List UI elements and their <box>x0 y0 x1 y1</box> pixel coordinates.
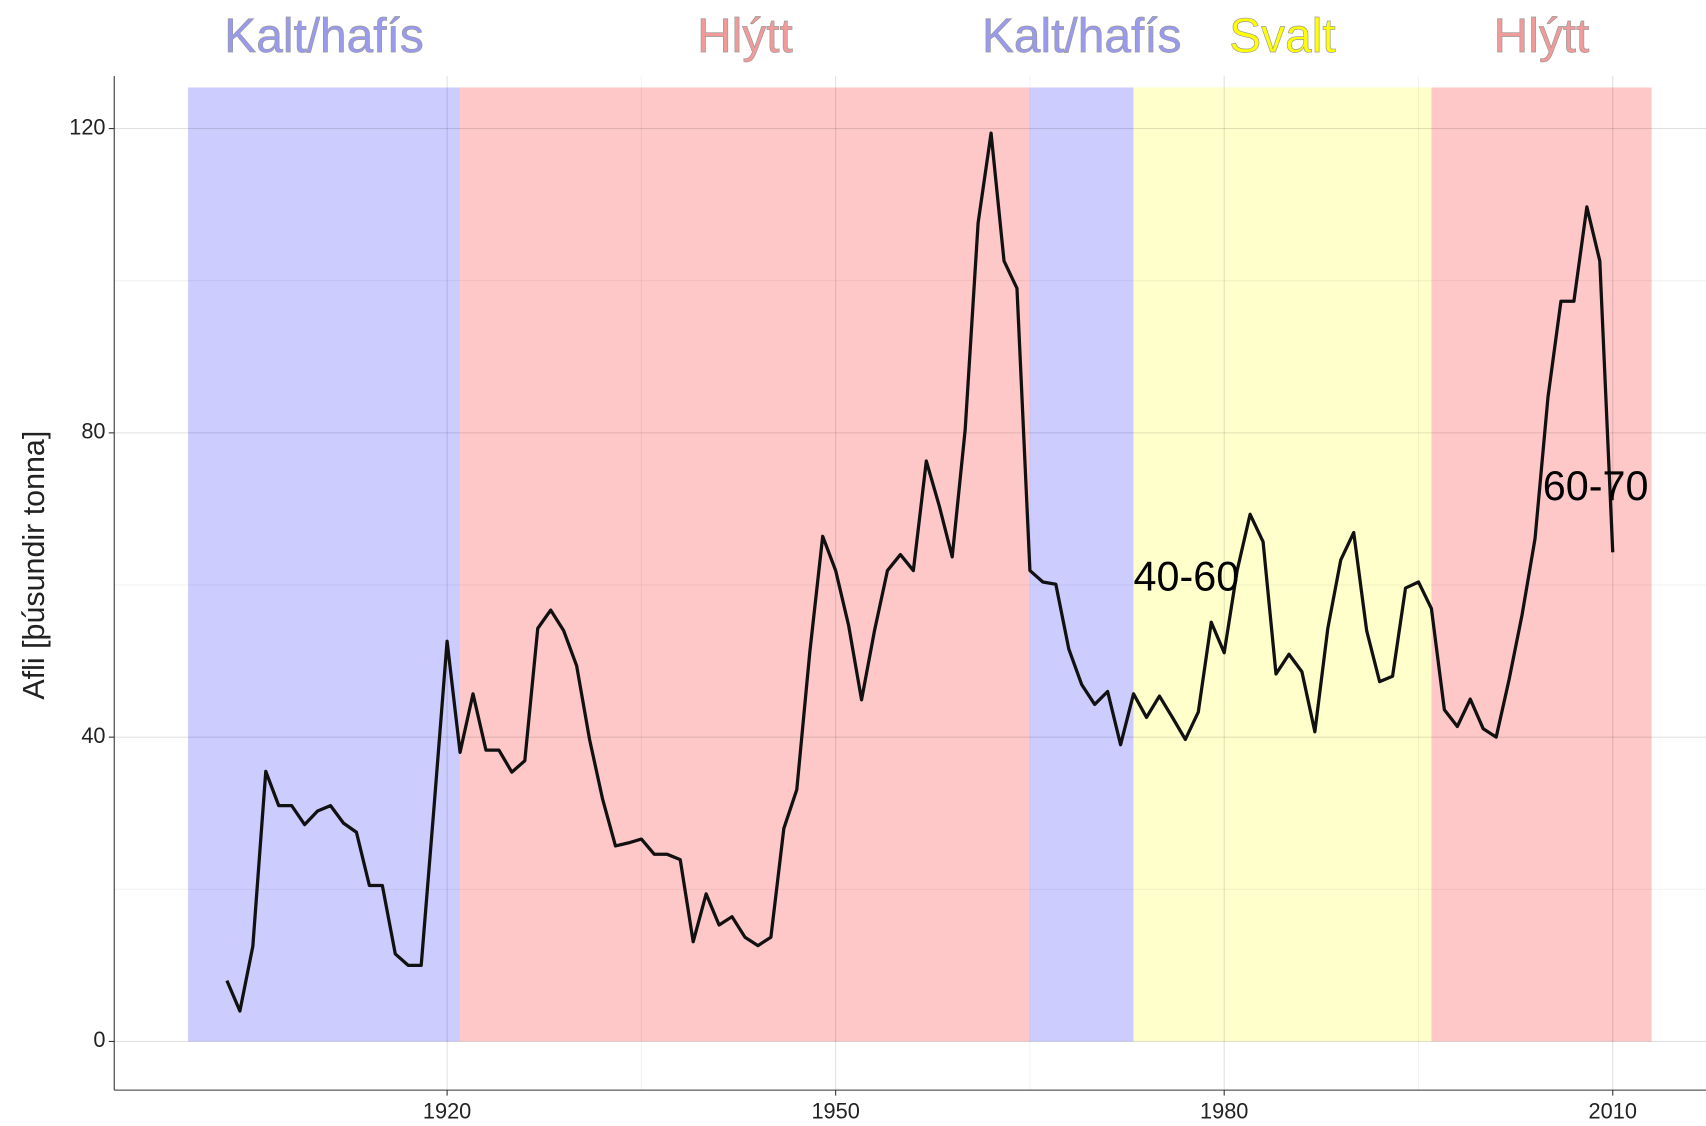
band-label: Hlýtt <box>697 10 793 63</box>
x-tick-label: 2010 <box>1589 1099 1637 1124</box>
x-tick-label: 1980 <box>1200 1099 1248 1124</box>
data-line <box>225 131 1615 1013</box>
y-tick-label: 40 <box>81 723 105 748</box>
climate-band <box>1133 87 1432 1042</box>
climate-band <box>1431 87 1652 1042</box>
band-label: Hlýtt <box>1494 10 1590 63</box>
band-label: Kalt/hafís <box>982 10 1182 63</box>
x-tick-label: 1950 <box>811 1099 859 1124</box>
y-tick-label: 80 <box>81 419 105 444</box>
climate-band <box>460 87 1030 1042</box>
band-label: Svalt <box>1229 10 1335 63</box>
climate-band <box>1029 87 1134 1042</box>
band-label: Kalt/hafís <box>224 10 424 63</box>
climate-band <box>188 87 461 1042</box>
y-tick-label: 0 <box>93 1027 105 1052</box>
y-axis-label: Afli [þúsundir tonna] <box>17 431 51 700</box>
x-tick-label: 1920 <box>423 1099 471 1124</box>
annotation: 60-70 <box>1543 463 1649 509</box>
annotation: 40-60 <box>1134 554 1240 600</box>
y-tick-label: 120 <box>69 114 105 139</box>
